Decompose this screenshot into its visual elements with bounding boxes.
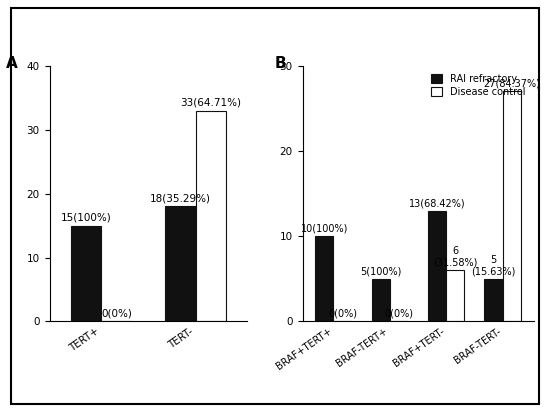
Text: 0(0%): 0(0%) bbox=[384, 309, 414, 319]
Text: 0(0%): 0(0%) bbox=[101, 308, 132, 318]
Text: 0(0%): 0(0%) bbox=[328, 309, 357, 319]
Bar bbox=[196, 111, 226, 321]
Text: 5(100%): 5(100%) bbox=[360, 266, 402, 276]
Bar bbox=[71, 226, 101, 321]
Bar bbox=[428, 211, 446, 321]
Text: 33(64.71%): 33(64.71%) bbox=[180, 97, 241, 108]
Bar bbox=[485, 279, 503, 321]
Text: 5
(15.63%): 5 (15.63%) bbox=[471, 255, 516, 276]
Text: 15(100%): 15(100%) bbox=[61, 212, 112, 222]
Text: 13(68.42%): 13(68.42%) bbox=[409, 198, 465, 208]
Text: 10(100%): 10(100%) bbox=[301, 224, 348, 234]
Text: A: A bbox=[6, 56, 18, 71]
Legend: RAI refractory, Disease control: RAI refractory, Disease control bbox=[428, 71, 529, 100]
Bar bbox=[316, 236, 333, 321]
Bar bbox=[503, 91, 520, 321]
Bar bbox=[446, 270, 464, 321]
Bar bbox=[166, 206, 196, 321]
Text: B: B bbox=[275, 56, 287, 71]
Bar bbox=[372, 279, 390, 321]
Text: 27(84.37%): 27(84.37%) bbox=[483, 79, 540, 89]
Text: 6
(31.58%): 6 (31.58%) bbox=[433, 246, 477, 268]
Text: 18(35.29%): 18(35.29%) bbox=[150, 193, 211, 203]
